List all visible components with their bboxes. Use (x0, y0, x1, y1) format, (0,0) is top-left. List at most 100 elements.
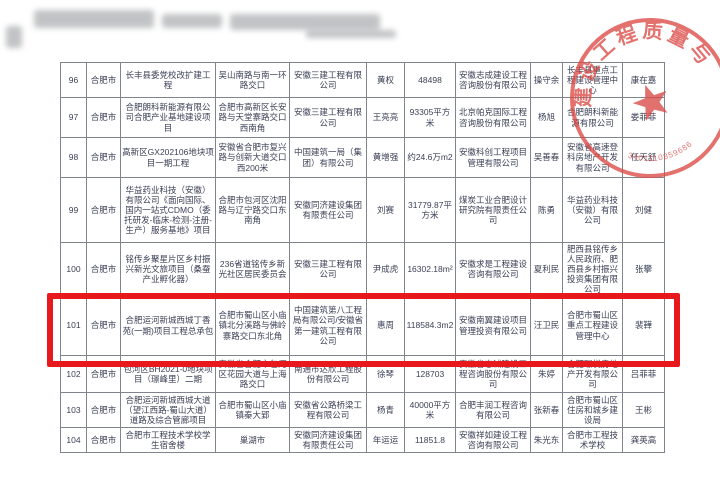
table-row: 103 合肥市 合肥运河新城西城大道（望江西路-蜀山大道）道路及综合管廊项目 合… (60, 392, 665, 428)
cell-address: 236省道铭传乡新光社区居民委员会 (215, 242, 290, 296)
smudge-blob (34, 10, 154, 28)
cell-city: 合肥市 (86, 295, 121, 356)
cell-contractor: 中国建筑一局（集团）有限公司 (289, 137, 367, 178)
cell-area: 118584.3m2 (404, 295, 456, 356)
cell-area: 48498 (404, 62, 456, 98)
cell-contractor-contact: 尹成虎 (366, 242, 405, 296)
cell-supervisor: 安徽求是工程建设咨询有限公司 (455, 242, 531, 296)
cell-city: 合肥市 (86, 177, 121, 243)
cell-owner: 合肥市蜀山区重点工程建设管理中心 (562, 295, 623, 356)
cell-owner: 肥西县铭传乡人民政府、肥西县乡村振兴投资集团有限公司 (562, 242, 623, 296)
cell-supervisor: 煤炭工业合肥设计研究院有限责任公司 (455, 177, 531, 243)
table-row: 98 合肥市 高新区GX202106地块项目一期工程 安徽省合肥市复兴路与创新大… (60, 137, 665, 178)
cell-supervisor: 安徽南翼建设项目管理投资有限公司 (455, 295, 531, 356)
cell-owner-contact: 任天舒 (622, 137, 665, 178)
cell-supervisor-contact: 陈勇 (530, 177, 563, 243)
cell-contractor-contact: 黄权 (366, 62, 405, 98)
cell-contractor-contact: 王亮亮 (366, 97, 405, 138)
cell-project: 合肥朗科新能源有限公司合肥产业基地建设项目 (120, 97, 216, 138)
cell-supervisor: 安徽祥如建设工程咨询有限公司 (455, 427, 531, 453)
cell-supervisor: 安徽省志诚建设工程咨询股份有限公司 (455, 355, 531, 393)
cell-owner: 合肥璟悦房地产开发有限公司 (562, 355, 623, 393)
cell-no: 100 (60, 242, 87, 296)
cell-owner-contact: 康在嘉 (622, 62, 665, 98)
cell-owner-contact: 王彬 (622, 392, 665, 428)
cell-area: 40000平方米 (404, 392, 456, 428)
cell-contractor-contact: 黄增强 (366, 137, 405, 178)
cell-owner-contact: 娄菲菲 (622, 97, 665, 138)
cell-address: 安徽省合肥市包河区花园大道与上海路交口 (215, 355, 290, 393)
cell-address: 合肥市包河区沈阳路与辽宁路交口东南角 (215, 177, 290, 243)
cell-supervisor: 北京帕克国际工程咨询股份有限公司 (455, 97, 531, 138)
table-row: 104 合肥市 合肥市工程技术学校学生宿舍楼 巢湖市 安徽同济建设集团有限责任公… (60, 427, 665, 453)
cell-project: 高新区GX202106地块项目一期工程 (120, 137, 216, 178)
cell-city: 合肥市 (86, 242, 121, 296)
cell-contractor: 中国建筑第八工程局有限公司/安徽省第一建筑工程有限公司 (289, 295, 367, 356)
cell-contractor: 南通市达欣工程股份有限公司 (289, 355, 367, 393)
cell-contractor: 安徽三建工程有限公司 (289, 97, 367, 138)
cell-area: 16302.18m² (404, 242, 456, 296)
cell-address: 巢湖市 (215, 427, 290, 453)
cell-no: 104 (60, 427, 87, 453)
table-row: 97 合肥市 合肥朗科新能源有限公司合肥产业基地建设项目 合肥市高新区长安路与天… (60, 97, 665, 138)
cell-owner: 长丰县重点工程建设管理中心 (562, 62, 623, 98)
smudge-blob (162, 14, 222, 28)
cell-contractor-contact: 杨青 (366, 392, 405, 428)
cell-city: 合肥市 (86, 97, 121, 138)
cell-owner-contact: 裴鞾 (622, 295, 665, 356)
cell-supervisor-contact: 汪卫民 (530, 295, 563, 356)
cell-owner: 安徽省高速登科房地产开发有限公司 (562, 137, 623, 178)
cell-address: 合肥市蜀山区小庙镇北分溪路与佛岭寨路交口东北角 (215, 295, 290, 356)
cell-project: 包河区BH2021-0地块项目（璟峰里）二期 (120, 355, 216, 393)
cell-address: 吴山南路与南一环路交口 (215, 62, 290, 98)
smudge-blob (6, 26, 22, 48)
cell-supervisor-contact: 朱光东 (530, 427, 563, 453)
table-row-highlighted: 101 合肥市 合肥运河新城西城丁香苑(一期)项目工程总承包 合肥市蜀山区小庙镇… (60, 295, 665, 356)
cell-owner: 合肥市工程技术学校 (562, 427, 623, 453)
cell-owner: 合肥市蜀山区住房和城乡建设局 (562, 392, 623, 428)
cell-address: 合肥市蜀山区小庙镇秦大郢 (215, 392, 290, 428)
cell-project: 合肥运河新城西城丁香苑(一期)项目工程总承包 (120, 295, 216, 356)
cell-supervisor-contact: 夏利民 (530, 242, 563, 296)
cell-no: 103 (60, 392, 87, 428)
cell-owner: 华益药业科技（安徽）有限公司 (562, 177, 623, 243)
cell-address: 合肥市高新区长安路与天堂寨路交口西南角 (215, 97, 290, 138)
cell-area: 约24.6万m2 (404, 137, 456, 178)
cell-owner-contact: 刘健 (622, 177, 665, 243)
cell-owner: 合肥朗科新能源有限公司 (562, 97, 623, 138)
cell-no: 101 (60, 295, 87, 356)
cell-city: 合肥市 (86, 392, 121, 428)
cell-area: 31779.87平方米 (404, 177, 456, 243)
cell-city: 合肥市 (86, 137, 121, 178)
cell-owner-contact: 张攀 (622, 242, 665, 296)
cell-city: 合肥市 (86, 355, 121, 393)
cell-contractor-contact: 惠周 (366, 295, 405, 356)
cell-project: 长丰县委党校改扩建工程 (120, 62, 216, 98)
cell-city: 合肥市 (86, 62, 121, 98)
cell-supervisor-contact: 吴善春 (530, 137, 563, 178)
cell-area: 11851.8 (404, 427, 456, 453)
cell-no: 98 (60, 137, 87, 178)
cell-project: 合肥市工程技术学校学生宿舍楼 (120, 427, 216, 453)
cell-project: 合肥运河新城西城大道（望江西路-蜀山大道）道路及综合管廊项目 (120, 392, 216, 428)
project-table: 96 合肥市 长丰县委党校改扩建工程 吴山南路与南一环路交口 安徽三建工程有限公… (60, 62, 665, 453)
cell-contractor: 安徽三建工程有限公司 (289, 62, 367, 98)
cell-project: 华益药业科技（安徽）有限公司《面向国际、国内一站式CDMO（委托研发-临床-检测… (120, 177, 216, 243)
cell-contractor-contact: 徐琴 (366, 355, 405, 393)
cell-no: 99 (60, 177, 87, 243)
cell-no: 97 (60, 97, 87, 138)
cell-address: 安徽省合肥市复兴路与创新大道交口西200米 (215, 137, 290, 178)
table-row: 100 合肥市 铭传乡聚星片区乡村振兴新光文旅项目（桑蚕产业孵化器） 236省道… (60, 242, 665, 296)
cell-owner-contact: 龚英高 (622, 427, 665, 453)
cell-contractor: 安徽三建工程有限公司 (289, 242, 367, 296)
cell-area: 128703 (404, 355, 456, 393)
cell-area: 93305平方米 (404, 97, 456, 138)
cell-project: 铭传乡聚星片区乡村振兴新光文旅项目（桑蚕产业孵化器） (120, 242, 216, 296)
cell-owner-contact: 吕菲菲 (622, 355, 665, 393)
cell-city: 合肥市 (86, 427, 121, 453)
cell-contractor-contact: 年运运 (366, 427, 405, 453)
cell-supervisor-contact: 操守余 (530, 62, 563, 98)
cell-contractor: 安徽省公路桥梁工程有限公司 (289, 392, 367, 428)
smudge-blob (306, 30, 396, 38)
table-row: 96 合肥市 长丰县委党校改扩建工程 吴山南路与南一环路交口 安徽三建工程有限公… (60, 62, 665, 98)
